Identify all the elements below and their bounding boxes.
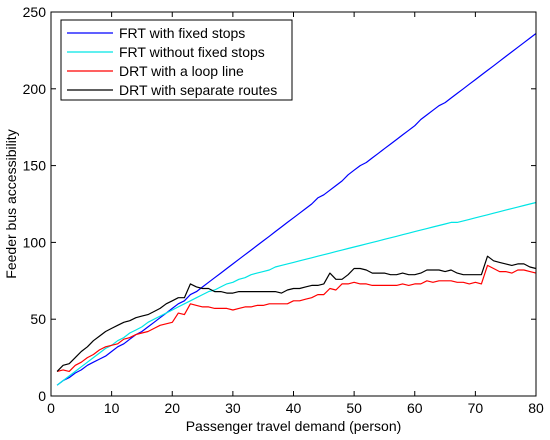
series-line-3 bbox=[56, 264, 537, 372]
legend-label-1: FRT with fixed stops bbox=[119, 25, 245, 41]
y-tick-label: 0 bbox=[38, 388, 46, 404]
y-tick-label: 50 bbox=[30, 311, 46, 327]
x-axis-label: Passenger travel demand (person) bbox=[186, 418, 402, 434]
x-tick-label: 10 bbox=[104, 400, 120, 416]
series-layer bbox=[56, 33, 537, 386]
y-tick-label: 100 bbox=[23, 234, 47, 250]
series-line-4 bbox=[56, 255, 537, 372]
legend-label-2: FRT without fixed stops bbox=[119, 44, 265, 60]
legend-label-4: DRT with separate routes bbox=[119, 82, 277, 98]
series-line-2 bbox=[56, 201, 537, 386]
x-tick-label: 70 bbox=[468, 400, 484, 416]
x-tick-label: 50 bbox=[346, 400, 362, 416]
ticks-layer: 0 10 20 30 40 50 60 70 80 0 50 100 150 200 250 bbox=[23, 4, 544, 416]
legend: FRT with fixed stops FRT without fixed st… bbox=[60, 19, 293, 101]
y-tick-label: 150 bbox=[23, 158, 47, 174]
x-tick-label: 30 bbox=[225, 400, 241, 416]
legend-label-3: DRT with a loop line bbox=[119, 63, 244, 79]
x-tick-label: 80 bbox=[528, 400, 544, 416]
x-tick-label: 40 bbox=[286, 400, 302, 416]
y-tick-label: 200 bbox=[23, 81, 47, 97]
x-tick-label: 20 bbox=[164, 400, 180, 416]
x-tick-label: 60 bbox=[407, 400, 423, 416]
y-axis-label: Feeder bus accessibility bbox=[3, 129, 19, 278]
x-tick-label: 0 bbox=[47, 400, 55, 416]
y-tick-label: 250 bbox=[23, 4, 47, 20]
